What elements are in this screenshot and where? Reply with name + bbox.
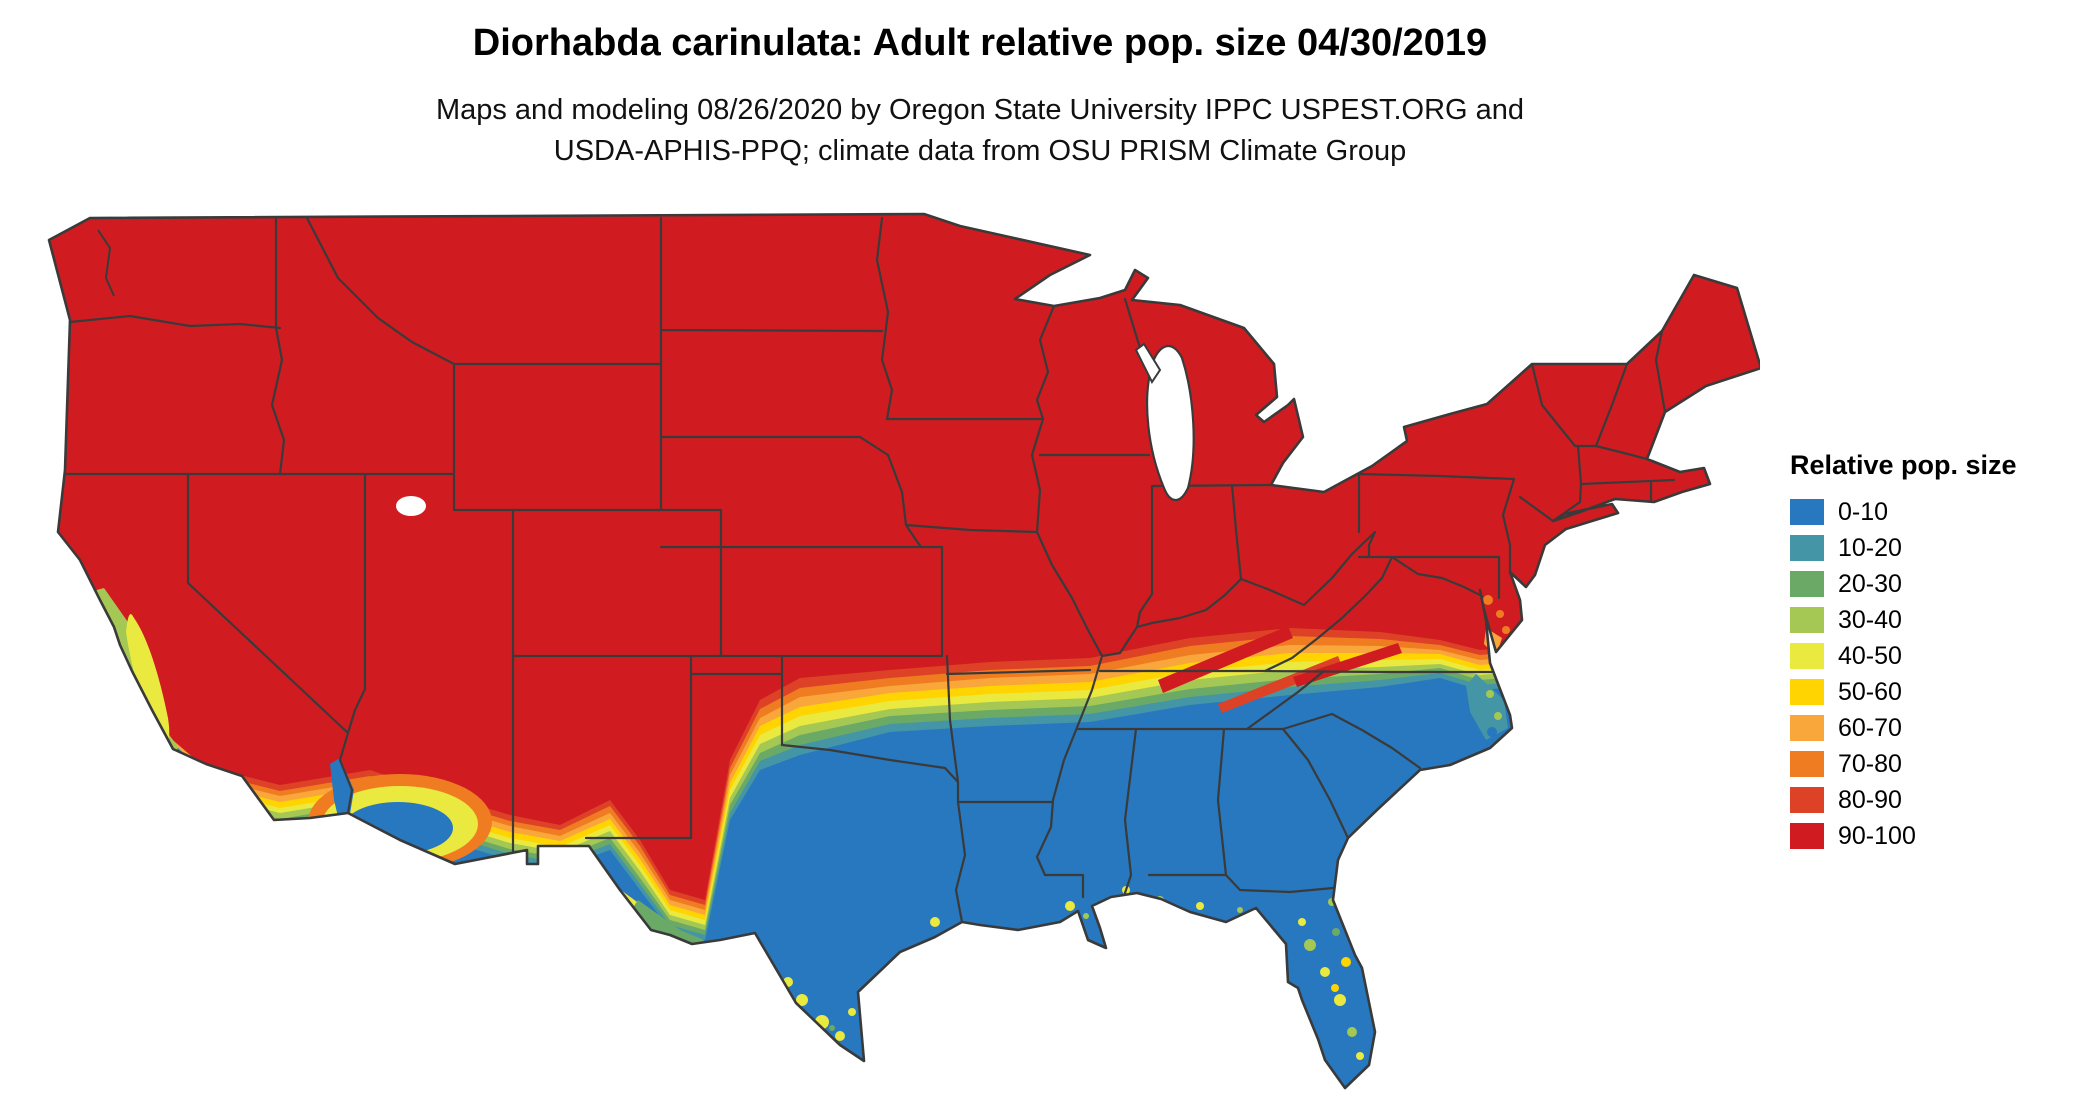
speckles-blue (1487, 727, 1497, 737)
map-subtitle-line2: USDA-APHIS-PPQ; climate data from OSU PR… (553, 135, 1407, 167)
legend-swatch (1790, 535, 1824, 561)
legend-row: 10-20 (1790, 533, 2090, 562)
legend-swatch (1790, 751, 1824, 777)
lake-michigan (1146, 345, 1195, 502)
legend-label: 90-100 (1838, 821, 1916, 850)
legend-label: 40-50 (1838, 641, 1902, 670)
legend-swatch-rect (1790, 535, 1824, 561)
legend-row: 0-10 (1790, 497, 2090, 526)
green-bay (1134, 342, 1162, 384)
legend-row: 90-100 (1790, 821, 2090, 850)
speckles-orange (1483, 595, 1510, 634)
legend-swatch (1790, 499, 1824, 525)
state-borders-east (1245, 329, 1676, 840)
legend-swatch-rect (1790, 715, 1824, 741)
legend-swatch-rect (1790, 751, 1824, 777)
legend-row: 50-60 (1790, 677, 2090, 706)
speckles-gold (1331, 957, 1351, 992)
state-borders-central (885, 297, 1377, 924)
legend-row: 80-90 (1790, 785, 2090, 814)
map-subtitle-line1: Maps and modeling 08/26/2020 by Oregon S… (435, 94, 1525, 126)
state-borders-west (56, 216, 960, 864)
legend-label: 50-60 (1838, 677, 1902, 706)
legend-label: 30-40 (1838, 605, 1902, 634)
legend-swatch (1790, 823, 1824, 849)
legend-row: 30-40 (1790, 605, 2090, 634)
puget-sound (97, 229, 115, 297)
legend-label: 20-30 (1838, 569, 1902, 598)
us-outline (47, 212, 1763, 1090)
legend-swatch-rect (1790, 499, 1824, 525)
legend-swatch (1790, 787, 1824, 813)
patch-appalachian-red-streak-2 (1293, 643, 1402, 687)
legend-swatch-rect (1790, 607, 1824, 633)
legend-swatch (1790, 643, 1824, 669)
legend-label: 70-80 (1838, 749, 1902, 778)
legend-swatch-rect (1790, 823, 1824, 849)
patch-appalachian-red-streak-1 (1158, 626, 1293, 693)
legend-row: 60-70 (1790, 713, 2090, 742)
map-fill-layers (49, 214, 1761, 1088)
patch-az-blue-pocket (343, 802, 453, 854)
legend-row: 70-80 (1790, 749, 2090, 778)
patch-colorado-river-blue (330, 758, 362, 842)
patch-appalachian-orange-streak (1218, 656, 1342, 713)
legend-swatch-rect (1790, 643, 1824, 669)
legend-label: 60-70 (1838, 713, 1902, 742)
map-subtitle: Maps and modeling 08/26/2020 by Oregon S… (0, 90, 1960, 172)
legend-panel: Relative pop. size 0-10 10-20 20-30 30-4… (1790, 450, 2090, 859)
legend-label: 0-10 (1838, 497, 1889, 526)
patch-bigbend-teal (630, 900, 704, 950)
legend-swatch (1790, 715, 1824, 741)
legend-label: 10-20 (1838, 533, 1902, 562)
legend-swatch (1790, 607, 1824, 633)
patch-nc-sounds-teal (1466, 674, 1508, 740)
patch-central-valley-yellow (126, 614, 170, 748)
legend-swatch (1790, 679, 1824, 705)
legend-label: 80-90 (1838, 785, 1902, 814)
great-salt-lake (396, 496, 426, 516)
legend-swatch-rect (1790, 571, 1824, 597)
legend-swatch-rect (1790, 679, 1824, 705)
legend-row: 20-30 (1790, 569, 2090, 598)
legend-row: 40-50 (1790, 641, 2090, 670)
legend-swatch-rect (1790, 787, 1824, 813)
us-map-svg (47, 212, 1763, 1090)
us-map (40, 200, 1763, 1112)
legend-title: Relative pop. size (1790, 450, 2017, 480)
legend-swatch (1790, 571, 1824, 597)
map-title: Diorhabda carinulata: Adult relative pop… (472, 22, 1488, 64)
